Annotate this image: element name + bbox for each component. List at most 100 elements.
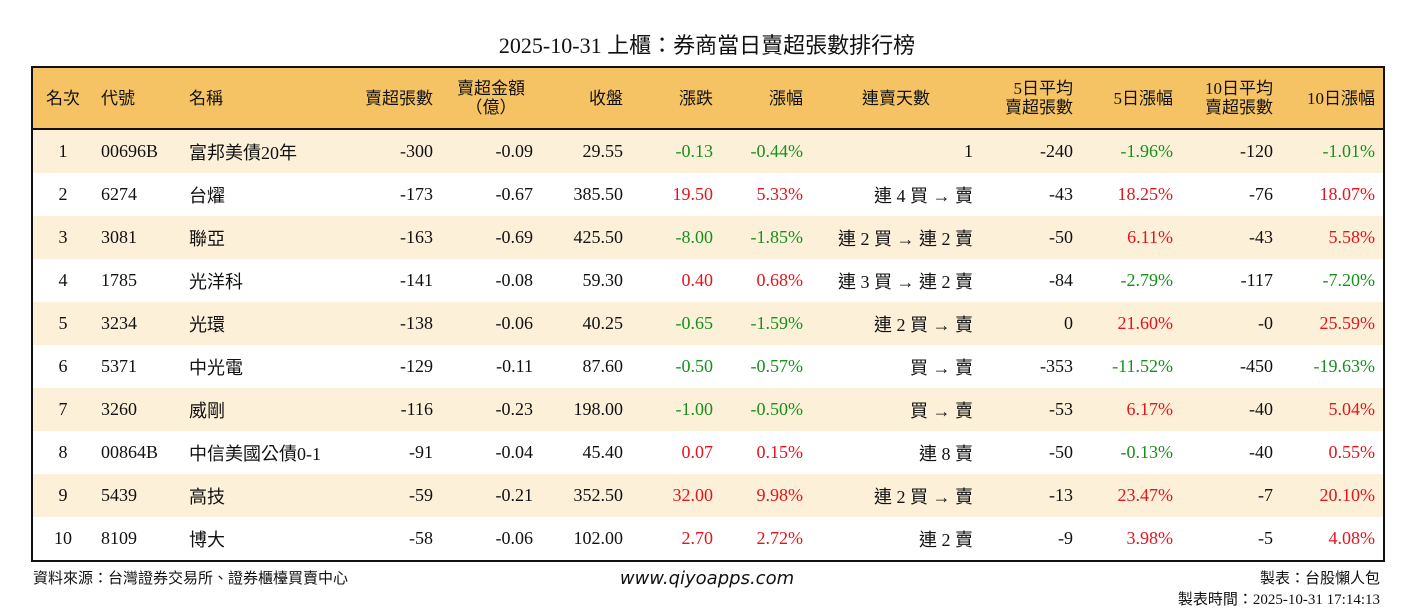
table-cell: 32.00 [631, 474, 721, 517]
table-cell: -163 [341, 216, 441, 259]
table-cell: -1.85% [721, 216, 811, 259]
table-cell: 連 3 買 → 連 2 賣 [838, 271, 973, 292]
table-cell: 5.58% [1281, 216, 1384, 259]
table-cell: 2.70 [681, 528, 714, 548]
header-cell: 10日平均 賣超張數 [1181, 67, 1281, 130]
table-cell: -138 [341, 302, 441, 345]
table-cell: 9 [32, 474, 93, 517]
table-cell: -0.57% [750, 356, 804, 376]
table-cell: -43 [1181, 216, 1281, 259]
table-cell: 6 [58, 356, 68, 376]
table-cell: -0.06 [441, 302, 541, 345]
table-cell: -0.04 [495, 442, 534, 462]
table-cell: 40.25 [541, 302, 631, 345]
table-cell: 0 [981, 302, 1081, 345]
table-cell: -0.21 [441, 474, 541, 517]
table-cell: -50 [1049, 442, 1073, 462]
table-cell: 5439 [93, 474, 181, 517]
table-cell: -0.13% [1120, 442, 1174, 462]
table-cell: 20.10% [1281, 474, 1384, 517]
table-row: 4 1785 光洋科 -141 -0.08 59.30 0.40 0.68% 連 3 買 → 連… [32, 259, 1384, 302]
header-cell: 5日平均 賣超張數 [981, 67, 1081, 130]
table-cell: 3081 [93, 216, 181, 259]
table-cell: 8109 [101, 528, 137, 548]
table-row: 6 5371 中光電 -129 -0.11 87.60 -0.50 -0.57% 買 → 賣 -3… [32, 345, 1384, 388]
title: 2025-10-31 上櫃：券商當日賣超張數排行榜 [498, 33, 916, 58]
table-cell: 00696B [93, 129, 181, 173]
table-cell: -0.65 [631, 302, 721, 345]
table-cell: -129 [400, 356, 433, 376]
table-cell: 1785 [101, 270, 137, 290]
table-cell: 21.60% [1081, 302, 1181, 345]
table-cell: -0.13 [631, 129, 721, 173]
table-cell: 台燿 [189, 185, 225, 206]
table-cell: 352.50 [541, 474, 631, 517]
table-cell: 6.17% [1081, 388, 1181, 431]
table-cell: -0.50% [721, 388, 811, 431]
table-cell: 3 [32, 216, 93, 259]
table-cell: -43 [1049, 184, 1073, 204]
table-cell: 連 4 買 → 賣 [874, 185, 973, 206]
table-cell: 8 [58, 442, 68, 462]
header-cell: 賣超金額 （億） [441, 67, 541, 130]
table-cell: -173 [400, 184, 433, 204]
table-cell: -0.11 [496, 356, 533, 376]
header-cell: 10日漲幅 [1281, 67, 1384, 130]
table-cell: 3234 [93, 302, 181, 345]
table-cell: -7 [1181, 474, 1281, 517]
header-cell: 代號 [93, 67, 181, 130]
table-cell: 18.25% [1117, 184, 1174, 204]
table-cell: 光環 [181, 302, 341, 345]
header-row: 名次 代號 名稱 賣超張數 賣超金額 （億） 收盤 漲跌 漲幅 連賣天數 5日平均 賣超張數 5日漲… [32, 67, 1384, 130]
table-cell: 59.30 [582, 270, 624, 290]
table-cell: -0.67 [495, 184, 534, 204]
table-cell: 連 2 賣 [919, 529, 973, 550]
table-cell: -0.50 [675, 356, 714, 376]
website: www.qiyoapps.com [619, 568, 795, 589]
table-cell: -0.08 [495, 270, 534, 290]
table-cell: 富邦美債20年 [181, 129, 341, 173]
table-cell: 中信美國公債0-1 [189, 443, 321, 464]
author: 製表：台股懶人包 [1259, 571, 1380, 587]
table-cell: 9.98% [721, 474, 811, 517]
table-row: 1 00696B 富邦美債20年 -300 -0.09 29.55 -0.13 -0.44% 1… [32, 129, 1384, 173]
table-cell: 5.04% [1281, 388, 1384, 431]
table-cell: -450 [1240, 356, 1273, 376]
table-cell: -0.09 [441, 129, 541, 173]
table-row: 10 8109 博大 -58 -0.06 102.00 2.70 2.72% 連 2 賣 -9 3.… [32, 517, 1384, 561]
table-cell: 2.72% [756, 528, 804, 548]
table-cell: 25.59% [1281, 302, 1384, 345]
table-cell: -116 [341, 388, 441, 431]
table-cell: 0.55% [1328, 442, 1376, 462]
table-cell: 高技 [181, 474, 341, 517]
table-cell: -0.23 [441, 388, 541, 431]
table-cell: -13 [981, 474, 1081, 517]
table-cell: -9 [1058, 528, 1073, 548]
table-cell: 4 [58, 270, 68, 290]
table-cell: -76 [1249, 184, 1273, 204]
source-note: 資料來源：台灣證券交易所、證券櫃檯買賣中心 [33, 571, 349, 587]
table-cell: 23.47% [1081, 474, 1181, 517]
table-cell: 18.07% [1319, 184, 1376, 204]
header-cell: 漲幅 [721, 67, 811, 130]
table-cell: 連 2 買 → 賣 [811, 474, 981, 517]
table-cell: 6.11% [1081, 216, 1181, 259]
table-cell: -353 [1040, 356, 1073, 376]
table-cell: 0.68% [756, 270, 804, 290]
ranking-table: 名次 代號 名稱 賣超張數 賣超金額 （億） 收盤 漲跌 漲幅 連賣天數 5日平均 賣超張數 5日漲… [31, 66, 1385, 562]
table-cell: 連 8 賣 [919, 443, 973, 464]
timestamp: 製表時間：2025-10-31 17:14:13 [1177, 592, 1380, 608]
table-row: 7 3260 威剛 -116 -0.23 198.00 -1.00 -0.50% 買 → 賣 -5… [32, 388, 1384, 431]
table-row: 9 5439 高技 -59 -0.21 352.50 32.00 9.98% 連 2 買 → 賣… [32, 474, 1384, 517]
table-cell: -40 [1181, 388, 1281, 431]
table-cell: 3260 [93, 388, 181, 431]
table-cell: 買 → 賣 [910, 357, 973, 378]
header-cell: 收盤 [541, 67, 631, 130]
table-cell: 0.15% [756, 442, 804, 462]
table-cell: 7 [32, 388, 93, 431]
header-cell: 漲跌 [631, 67, 721, 130]
table-cell: 連 2 買 → 連 2 賣 [811, 216, 981, 259]
header-cell: 連賣天數 [811, 67, 981, 130]
table-cell: -0.06 [495, 528, 534, 548]
table-cell: -0.69 [441, 216, 541, 259]
